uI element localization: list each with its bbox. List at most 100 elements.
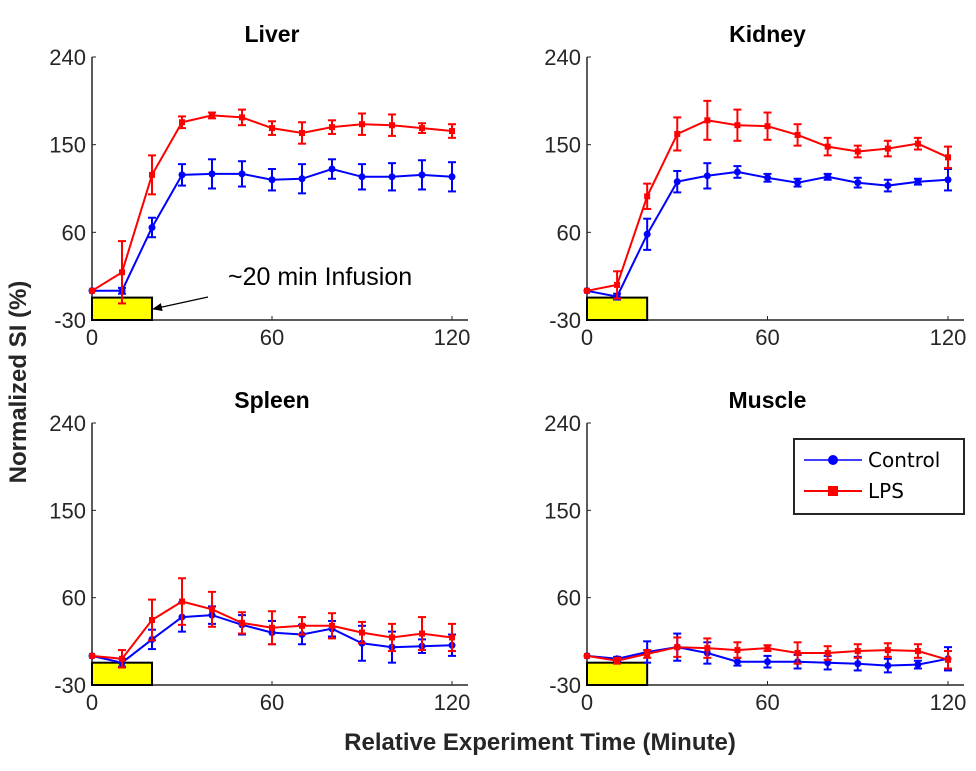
- data-point: [149, 616, 155, 623]
- panel-title-liver: Liver: [245, 21, 300, 47]
- data-point: [944, 176, 952, 184]
- y-tick-label: 240: [49, 411, 86, 436]
- data-point: [238, 170, 246, 178]
- legend-entry-control: Control: [804, 448, 940, 472]
- data-point: [764, 123, 771, 130]
- data-point: [734, 122, 741, 129]
- data-point: [854, 660, 862, 668]
- legend-marker-lps: [828, 486, 838, 496]
- data-point: [419, 630, 425, 637]
- data-point: [914, 178, 922, 186]
- y-tick-label: 150: [49, 133, 86, 158]
- data-point: [239, 619, 245, 626]
- x-tick-label: 120: [930, 690, 967, 715]
- data-point: [703, 172, 711, 180]
- y-tick-label: 60: [557, 220, 581, 245]
- data-point: [299, 129, 305, 136]
- data-point: [733, 168, 741, 176]
- data-point: [119, 655, 125, 662]
- legend-label-lps: LPS: [868, 479, 904, 503]
- data-point: [359, 629, 365, 636]
- panel-title-muscle: Muscle: [729, 387, 807, 413]
- legend-entry-lps: LPS: [804, 479, 904, 503]
- data-point: [644, 193, 651, 200]
- data-point: [884, 145, 891, 152]
- data-point: [734, 647, 741, 654]
- y-tick-label: 150: [544, 133, 581, 158]
- annotation-arrow: [152, 296, 209, 311]
- series-lps: [89, 577, 456, 669]
- data-point: [329, 124, 335, 131]
- data-point: [178, 171, 186, 179]
- x-tick-label: 60: [755, 325, 779, 350]
- panel-title-kidney: Kidney: [729, 21, 806, 47]
- data-point: [268, 176, 276, 184]
- data-point: [358, 173, 366, 181]
- y-tick-label: 150: [544, 498, 581, 523]
- legend-label-control: Control: [868, 448, 940, 472]
- data-point: [824, 143, 831, 150]
- y-tick-label: 240: [544, 45, 581, 70]
- data-point: [764, 645, 771, 652]
- series-lps: [584, 636, 952, 670]
- data-point: [179, 598, 185, 605]
- y-tick-label: 240: [544, 411, 581, 436]
- series-line-control: [586, 170, 949, 298]
- data-point: [674, 644, 681, 651]
- panel-liver: Liver -30 60 150 240 0 60 120: [49, 21, 470, 350]
- data-point: [794, 649, 801, 656]
- data-point: [673, 178, 681, 186]
- panel-spleen: Spleen -30 60 150 240 0 60 120: [49, 387, 470, 715]
- infusion-bar: [586, 296, 649, 321]
- data-point: [208, 170, 216, 178]
- data-point: [389, 122, 395, 129]
- data-point: [794, 131, 801, 138]
- data-point: [794, 179, 802, 187]
- x-tick-label: 60: [755, 690, 779, 715]
- data-point: [148, 223, 156, 231]
- x-tick-label: 0: [581, 325, 593, 350]
- data-point: [614, 281, 621, 288]
- data-point: [914, 140, 921, 147]
- data-point: [209, 112, 215, 119]
- data-point: [614, 657, 621, 664]
- data-point: [643, 230, 651, 238]
- panel-kidney: Kidney -30 60 150 240 0 60 120: [544, 21, 966, 350]
- data-point: [644, 650, 651, 657]
- x-tick-label: 0: [86, 325, 98, 350]
- data-point: [704, 117, 711, 124]
- y-tick-label: -30: [54, 673, 86, 698]
- series-lps: [89, 108, 456, 305]
- x-tick-label: 120: [434, 325, 471, 350]
- data-point: [945, 154, 951, 161]
- infusion-annotation: ~20 min Infusion: [228, 263, 412, 291]
- y-tick-label: 240: [49, 45, 86, 70]
- data-point: [269, 624, 275, 631]
- data-point: [449, 128, 455, 135]
- y-tick-label: -30: [54, 308, 86, 333]
- series-line-lps: [586, 119, 949, 292]
- data-point: [884, 647, 891, 654]
- x-tick-label: 60: [260, 690, 284, 715]
- data-point: [179, 119, 185, 126]
- y-tick-label: -30: [549, 308, 581, 333]
- data-point: [89, 287, 95, 294]
- data-point: [914, 648, 921, 655]
- x-tick-label: 60: [260, 325, 284, 350]
- data-point: [239, 114, 245, 121]
- data-point: [269, 125, 275, 132]
- x-axis-label: Relative Experiment Time (Minute): [344, 729, 736, 756]
- data-point: [884, 662, 892, 670]
- data-point: [419, 125, 425, 132]
- data-point: [389, 634, 395, 641]
- data-point: [584, 287, 590, 294]
- data-point: [733, 658, 741, 666]
- data-point: [299, 622, 305, 629]
- data-point: [764, 174, 771, 182]
- data-point: [854, 148, 861, 155]
- panel-muscle: Muscle -30 60 150 240 0 60 120: [544, 387, 966, 715]
- data-point: [764, 658, 771, 666]
- data-point: [359, 121, 365, 128]
- infusion-bar: [586, 661, 649, 686]
- data-point: [449, 634, 455, 641]
